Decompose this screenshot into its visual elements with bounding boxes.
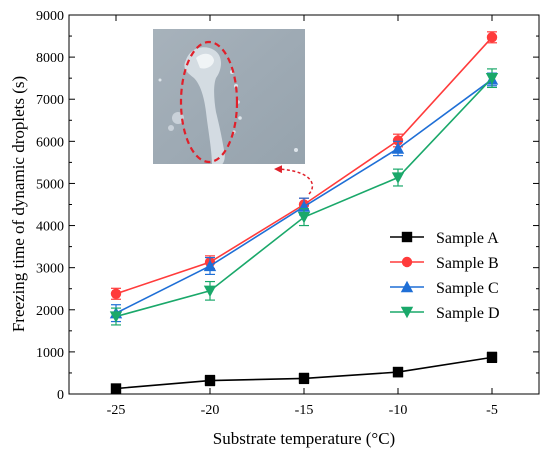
inset-droplet-trace: [184, 47, 225, 164]
legend: Sample A Sample B Sample C Sample D: [390, 230, 500, 322]
legend-marker: [400, 306, 414, 319]
data-point: [203, 259, 217, 272]
x-tick-label: -20: [201, 403, 220, 418]
legend-item: Sample C: [390, 280, 499, 297]
data-point: [297, 211, 311, 224]
x-tick-label: -10: [389, 403, 408, 418]
data-point: [486, 32, 498, 43]
data-point: [392, 366, 404, 378]
legend-marker: [401, 231, 413, 243]
inset-frost-speck: [168, 125, 174, 131]
axis-tick-labels: -25 -20 -15 -10 -5 0 1000 2000 3000 4000 5000 6000 7…: [36, 9, 498, 418]
inset-frost-speck: [294, 148, 298, 152]
series-sample-d: [109, 68, 499, 326]
legend-label: Sample C: [436, 280, 499, 297]
inset-frost-speck: [158, 78, 162, 82]
inset-photo: [153, 29, 305, 164]
legend-marker: [400, 280, 414, 293]
x-tick-label: -15: [295, 403, 314, 418]
inset-highlight-ellipse: [179, 40, 239, 164]
legend-item: Sample D: [390, 305, 500, 322]
y-tick-label: 6000: [36, 135, 64, 150]
x-tick-label: -5: [486, 403, 498, 418]
y-tick-label: 2000: [36, 304, 64, 319]
data-point: [485, 72, 499, 85]
legend-item: Sample B: [390, 255, 499, 272]
y-axis-title: Freezing time of dynamic droplets (s): [9, 76, 28, 332]
y-tick-label: 8000: [36, 51, 64, 66]
y-tick-label: 0: [57, 388, 64, 403]
legend-label: Sample A: [436, 230, 499, 247]
data-point: [110, 288, 122, 299]
data-point: [298, 373, 310, 384]
data-point: [109, 311, 123, 323]
data-point: [392, 135, 404, 146]
series-layer: [109, 31, 499, 394]
x-tick-label: -25: [107, 403, 126, 418]
legend-marker: [401, 256, 413, 268]
y-tick-label: 3000: [36, 262, 64, 277]
data-point: [486, 352, 498, 363]
data-point: [391, 172, 405, 184]
y-tick-label: 5000: [36, 177, 64, 192]
y-tick-label: 9000: [36, 9, 64, 24]
inset-droplet-highlight: [196, 53, 214, 69]
data-point: [110, 383, 122, 394]
data-point: [204, 375, 216, 386]
y-tick-label: 4000: [36, 220, 64, 235]
inset-frost-speck: [238, 116, 242, 120]
data-point: [203, 285, 217, 298]
x-axis-title: Substrate temperature (°C): [213, 429, 395, 448]
series-sample-a: [110, 351, 498, 394]
y-tick-label: 1000: [36, 346, 64, 361]
inset-frost-speck: [172, 112, 184, 124]
legend-label: Sample D: [436, 305, 500, 322]
axis-ticks: [69, 14, 539, 395]
y-tick-label: 7000: [36, 93, 64, 108]
data-point: [391, 142, 405, 154]
legend-item: Sample A: [390, 230, 499, 247]
inset-pointer-arrow: [274, 165, 314, 195]
legend-label: Sample B: [436, 255, 499, 272]
